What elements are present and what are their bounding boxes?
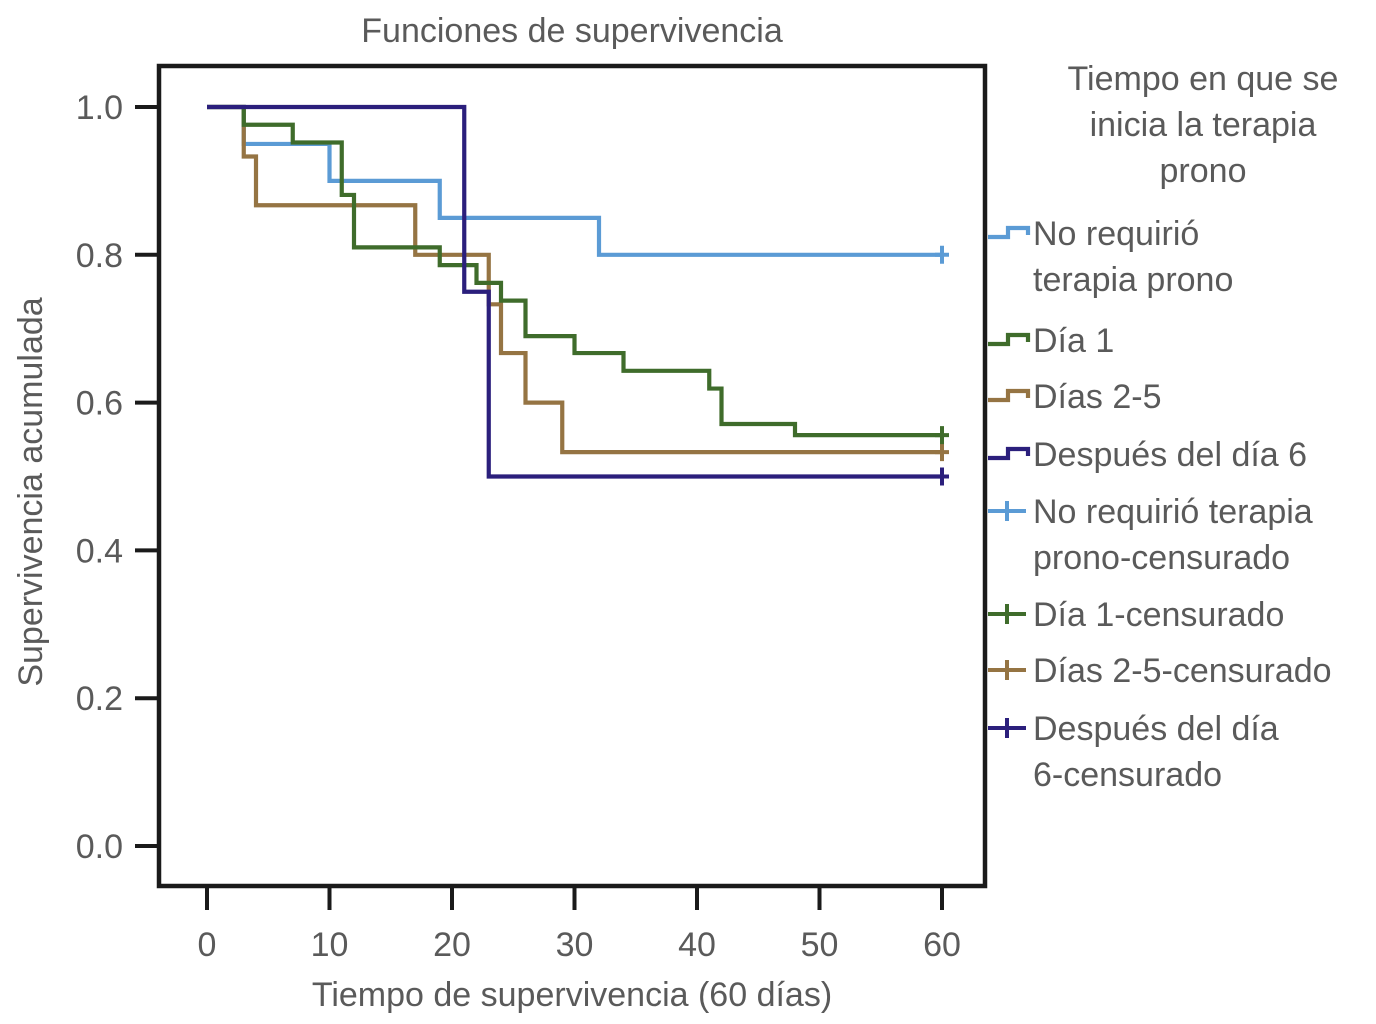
legend-item: Día 1 — [988, 322, 1114, 360]
legend-cross-icon — [988, 501, 1026, 521]
legend-cross-icon — [988, 604, 1026, 624]
legend-title-line: inicia la terapia — [1090, 106, 1317, 144]
plot-frame — [156, 63, 988, 889]
y-tick-label: 0.4 — [76, 532, 123, 570]
legend-label: Día 1 — [1033, 322, 1114, 360]
legend-label: prono-censurado — [1033, 539, 1290, 577]
legend-label: 6-censurado — [1033, 756, 1222, 794]
legend-label: Días 2-5 — [1033, 378, 1162, 416]
x-tick-label: 50 — [801, 926, 839, 964]
legend-cross-icon — [988, 660, 1026, 680]
legend-item: No requirió terapia prono — [988, 215, 1233, 299]
legend-item: Después del día 6-censurado — [988, 710, 1279, 794]
x-tick-label: 40 — [678, 926, 716, 964]
y-tick-label: 0.0 — [76, 828, 123, 866]
y-tick-label: 0.2 — [76, 680, 123, 718]
censor-mark — [935, 426, 949, 445]
legend-item: No requirió terapia prono-censurado — [988, 493, 1313, 577]
y-tick-label: 0.6 — [76, 385, 123, 423]
legend-step-icon — [988, 388, 1031, 403]
legend-item: Después del día 6 — [988, 436, 1307, 474]
y-axis-label: Supervivencia acumulada — [12, 297, 50, 686]
y-tick-label: 1.0 — [76, 89, 123, 127]
legend-item: Día 1-censurado — [988, 596, 1284, 634]
censor-mark — [935, 443, 949, 462]
survival-curve-3 — [207, 104, 942, 479]
legend-label: Después del día 6 — [1033, 436, 1307, 474]
legend-item: Días 2-5-censurado — [988, 652, 1332, 690]
legend-title-line: prono — [1160, 152, 1247, 190]
survival-curve-2 — [207, 104, 942, 455]
legend-step-icon — [988, 225, 1031, 240]
legend-cross-icon — [988, 718, 1026, 738]
x-tick-label: 0 — [198, 926, 217, 964]
y-tick-label: 0.8 — [76, 237, 123, 275]
x-tick-label: 30 — [556, 926, 594, 964]
legend-item: Días 2-5 — [988, 378, 1162, 416]
legend-label: Días 2-5-censurado — [1033, 652, 1332, 690]
legend-title-line: Tiempo en que se — [1068, 60, 1339, 98]
legend-label: No requirió — [1033, 215, 1199, 253]
x-tick-label: 60 — [923, 926, 961, 964]
legend-label: terapia prono — [1033, 261, 1233, 299]
legend-label: No requirió terapia — [1033, 493, 1313, 531]
x-tick-label: 10 — [311, 926, 349, 964]
x-tick-label: 20 — [433, 926, 471, 964]
legend-label: Día 1-censurado — [1033, 596, 1284, 634]
legend-step-icon — [988, 446, 1031, 461]
x-axis-label: Tiempo de supervivencia (60 días) — [312, 976, 832, 1014]
survival-curve-0 — [207, 104, 942, 257]
legend-label: Después del día — [1033, 710, 1279, 748]
survival-curve-1 — [207, 104, 942, 438]
censor-mark — [935, 245, 949, 264]
censor-mark — [935, 467, 949, 486]
legend-step-icon — [988, 332, 1031, 347]
chart-title: Funciones de supervivencia — [361, 12, 783, 50]
